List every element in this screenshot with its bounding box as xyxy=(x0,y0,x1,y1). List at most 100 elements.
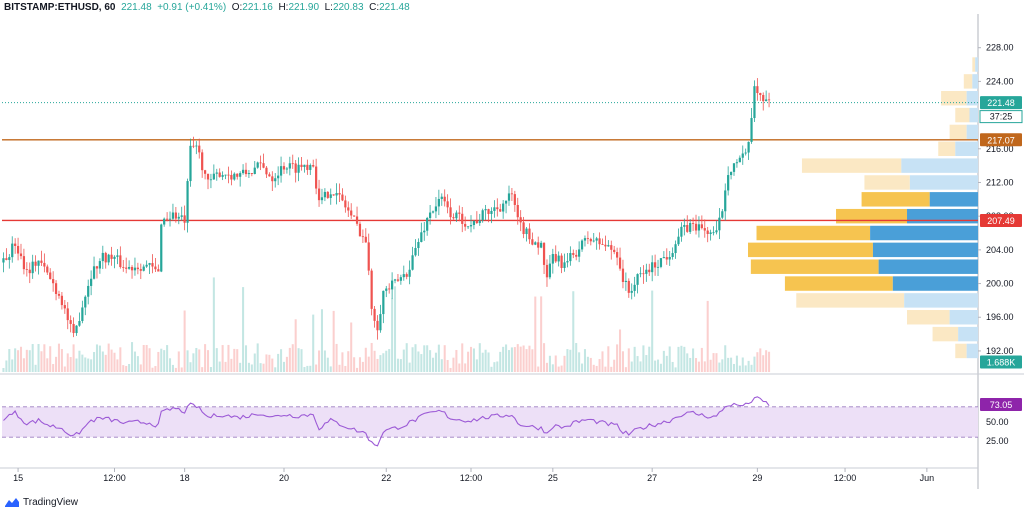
candle-body xyxy=(253,167,256,175)
candle-body xyxy=(358,223,362,237)
candle-body xyxy=(16,245,20,254)
candle-body xyxy=(700,224,703,229)
candle xyxy=(353,215,356,217)
volume-bar xyxy=(90,359,93,372)
volume-bar xyxy=(692,348,695,372)
candle xyxy=(636,273,639,294)
volume-bar xyxy=(116,359,119,372)
volume-bar xyxy=(277,353,280,372)
volume-bar xyxy=(101,351,104,372)
candle-body xyxy=(317,188,321,201)
volume-bar xyxy=(724,345,727,372)
candle xyxy=(680,222,683,242)
volume-bar xyxy=(399,359,402,372)
candle-body xyxy=(431,211,435,213)
volume-bar xyxy=(452,357,455,372)
volume-bar xyxy=(700,347,703,372)
candle xyxy=(72,317,75,338)
volume-profile-down-bar xyxy=(801,158,902,173)
volume-bar xyxy=(218,361,221,372)
volume-bar xyxy=(683,346,686,372)
symbol-label[interactable]: BITSTAMP:ETHUSD, 60 xyxy=(4,2,116,13)
candle-body xyxy=(680,226,683,237)
candle xyxy=(183,205,186,231)
tradingview-logo-icon xyxy=(5,498,19,507)
volume-bar xyxy=(583,349,586,372)
candle xyxy=(645,263,648,282)
volume-bar xyxy=(659,363,662,372)
tradingview-branding[interactable]: TradingView xyxy=(4,496,78,508)
level-badge: 207.49 xyxy=(987,216,1015,226)
volume-bar xyxy=(341,352,344,372)
candle xyxy=(566,252,569,268)
candle xyxy=(656,259,660,276)
candle-body xyxy=(554,254,557,262)
candle-body xyxy=(613,249,616,253)
candle-body xyxy=(57,293,61,296)
candle-body xyxy=(142,266,145,271)
volume-bar xyxy=(469,346,473,372)
volume-bar xyxy=(166,345,169,372)
volume-bar xyxy=(198,349,201,372)
candle-body xyxy=(534,242,537,245)
candle-body xyxy=(496,207,499,210)
candle xyxy=(309,163,312,175)
volume-bar xyxy=(738,365,741,372)
candle xyxy=(537,236,540,255)
candle-body xyxy=(651,262,654,273)
volume-bar xyxy=(169,358,172,372)
volume-bar xyxy=(730,357,733,372)
candle xyxy=(133,257,137,276)
candle-body xyxy=(674,244,677,254)
candle-body xyxy=(300,164,303,167)
candle xyxy=(706,226,709,243)
volume-bar xyxy=(639,361,642,372)
candle-body xyxy=(396,279,400,281)
high-value: 221.90 xyxy=(288,2,320,13)
candle xyxy=(25,262,28,277)
volume-bar xyxy=(595,365,598,372)
candle-body xyxy=(148,263,151,265)
volume-bar xyxy=(543,343,546,372)
candle xyxy=(355,206,359,226)
candle-body xyxy=(157,269,160,272)
candle-body xyxy=(428,212,432,219)
close-label: C: xyxy=(369,2,380,13)
volume-bar xyxy=(113,352,116,372)
volume-bar xyxy=(589,357,592,372)
volume-bar xyxy=(484,349,487,372)
candle-body xyxy=(271,176,274,182)
candle-body xyxy=(90,278,93,286)
candle-body xyxy=(87,285,90,297)
volume-profile-down-bar xyxy=(963,74,973,89)
current-price-badge-bg xyxy=(980,96,1022,110)
candle-body xyxy=(309,165,312,170)
volume-bar xyxy=(680,345,683,372)
volume-bar xyxy=(104,354,107,372)
candle xyxy=(285,166,289,174)
candle xyxy=(367,233,370,276)
volume-bar xyxy=(671,361,674,372)
candle xyxy=(411,246,414,271)
volume-bar xyxy=(373,350,376,372)
volume-profile-up-bar xyxy=(955,141,978,156)
volume-bar xyxy=(566,349,569,372)
candle-body xyxy=(11,243,14,258)
candle xyxy=(40,250,43,267)
candle-body xyxy=(639,273,642,275)
candle xyxy=(364,228,367,243)
candle-body xyxy=(490,210,493,214)
rsi-value-badge: 73.05 xyxy=(990,400,1013,410)
candle-body xyxy=(645,269,648,274)
candle xyxy=(31,254,34,279)
candle xyxy=(417,238,420,256)
volume-bar xyxy=(209,367,212,372)
volume-bar xyxy=(648,346,651,372)
volume-bar xyxy=(274,367,277,372)
candle xyxy=(320,188,324,205)
candle xyxy=(142,264,145,272)
candle xyxy=(198,138,201,159)
volume-bar xyxy=(139,364,142,372)
volume-profile-down-bar xyxy=(972,57,976,72)
